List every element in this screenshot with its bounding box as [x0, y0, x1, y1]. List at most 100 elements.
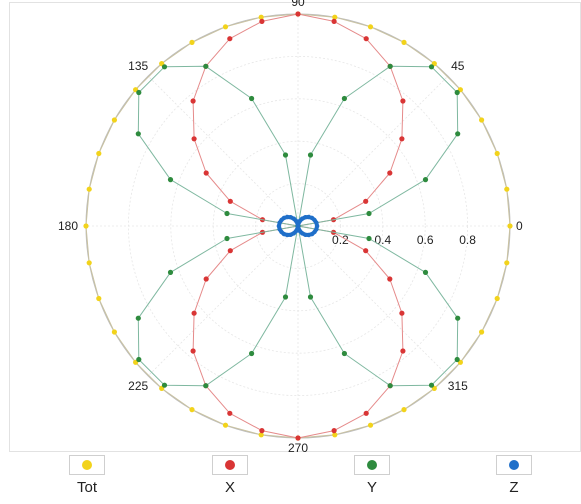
series-point-y-15: [135, 131, 141, 137]
series-point-x-4: [399, 136, 405, 142]
series-point-y-10: [282, 152, 289, 158]
series-point-y-30: [387, 383, 393, 389]
series-point-tot-21: [111, 329, 117, 335]
series-point-y-17: [224, 210, 230, 217]
series-point-x-34: [363, 248, 369, 254]
series-point-y-16: [167, 177, 174, 183]
series-point-y-13: [161, 64, 168, 70]
series-point-y-2: [422, 177, 429, 183]
series-point-y-4: [454, 89, 460, 96]
angle-tick-label-90: 90: [291, 0, 305, 9]
series-point-x-20: [227, 248, 233, 254]
series-point-y-5: [428, 64, 435, 70]
series-point-x-22: [191, 310, 197, 316]
series-point-z-3: [309, 215, 315, 221]
angle-tick-label-0: 0: [516, 219, 523, 233]
series-point-tot-2: [494, 150, 500, 157]
series-point-tot-19: [86, 260, 92, 266]
legend-label-tot: Tot: [76, 479, 97, 496]
series-point-y-7: [341, 95, 347, 102]
series-point-z-21: [281, 231, 287, 237]
radial-tick-label-0.4: 0.4: [374, 233, 391, 247]
series-point-y-14: [136, 89, 142, 96]
series-point-z-32: [306, 232, 311, 238]
series-point-tot-7: [367, 24, 374, 30]
legend-swatch-x: [212, 455, 248, 475]
series-point-y-28: [307, 294, 314, 300]
legend-item-tot[interactable]: Tot: [52, 455, 122, 496]
series-point-tot-30: [401, 407, 407, 413]
series-point-x-8: [331, 18, 337, 24]
series-point-x-5: [400, 98, 406, 104]
angle-tick-label-135: 135: [128, 59, 148, 73]
series-point-z-22: [285, 232, 290, 238]
series-point-tot-34: [494, 295, 500, 302]
angular-gridline-45: [297, 75, 449, 227]
series-point-y-6: [387, 63, 393, 69]
series-point-x-26: [259, 428, 265, 434]
series-point-x-16: [227, 198, 233, 204]
series-point-tot-35: [504, 260, 510, 266]
series-point-x-11: [227, 36, 233, 42]
angle-tick-label-180: 180: [58, 219, 78, 233]
series-point-tot-16: [96, 150, 102, 157]
series-point-tot-25: [222, 422, 229, 428]
series-point-z-13: [288, 215, 293, 220]
series-point-tot-24: [189, 407, 195, 413]
angular-gridline-315: [297, 225, 449, 377]
series-point-tot-33: [479, 329, 485, 335]
series-point-tot-18: [83, 223, 89, 229]
series-point-tot-3: [479, 117, 485, 123]
series-point-tot-15: [111, 117, 117, 123]
radial-tick-label-0.8: 0.8: [459, 233, 476, 247]
series-point-y-19: [224, 235, 230, 242]
series-point-tot-10: [258, 14, 264, 20]
series-point-x-7: [363, 36, 369, 42]
legend-swatch-z: [496, 455, 532, 475]
series-point-y-25: [249, 350, 255, 357]
angular-gridline-135: [147, 75, 299, 227]
series-point-y-35: [366, 235, 372, 242]
series-point-y-24: [203, 383, 209, 389]
legend-label-y: Y: [366, 479, 377, 496]
series-point-y-26: [282, 294, 289, 300]
angle-tick-label-45: 45: [451, 59, 465, 73]
series-point-x-32: [399, 310, 405, 316]
series-point-x-10: [259, 18, 265, 24]
series-point-z-14: [285, 214, 290, 220]
series-point-z-31: [303, 232, 308, 237]
angle-tick-label-315: 315: [448, 379, 468, 393]
series-point-y-1: [366, 210, 372, 217]
series-point-tot-8: [332, 14, 338, 20]
legend-label-z: Z: [509, 479, 519, 496]
legend-item-z[interactable]: Z: [479, 455, 549, 496]
legend-item-y[interactable]: Y: [337, 455, 407, 496]
legend-label-x: X: [224, 479, 235, 496]
radial-gridline-0.2: [255, 183, 341, 269]
series-point-y-31: [428, 382, 435, 388]
legend-swatch-y: [354, 455, 390, 475]
legend-swatch-tot: [69, 455, 105, 475]
series-point-x-29: [363, 410, 369, 416]
series-point-z-4: [306, 214, 311, 220]
series-point-tot-12: [189, 39, 195, 46]
series-point-x-3: [387, 170, 393, 176]
series-point-x-33: [387, 276, 393, 282]
series-point-x-31: [400, 348, 406, 354]
series-point-tot-20: [96, 295, 102, 302]
legend-item-x[interactable]: X: [195, 455, 265, 496]
series-point-y-12: [203, 63, 209, 69]
series-point-y-34: [422, 269, 429, 275]
series-point-x-27: [295, 435, 301, 441]
series-point-y-8: [307, 152, 314, 158]
series-point-x-14: [191, 136, 197, 142]
series-point-x-23: [190, 348, 196, 354]
series-point-tot-26: [258, 432, 264, 438]
series-point-tot-28: [332, 432, 338, 438]
series-point-tot-0: [507, 223, 513, 229]
series-point-x-2: [363, 198, 369, 204]
angle-tick-label-225: 225: [128, 379, 148, 393]
series-point-x-28: [331, 428, 337, 434]
series-point-y-11: [249, 95, 255, 102]
